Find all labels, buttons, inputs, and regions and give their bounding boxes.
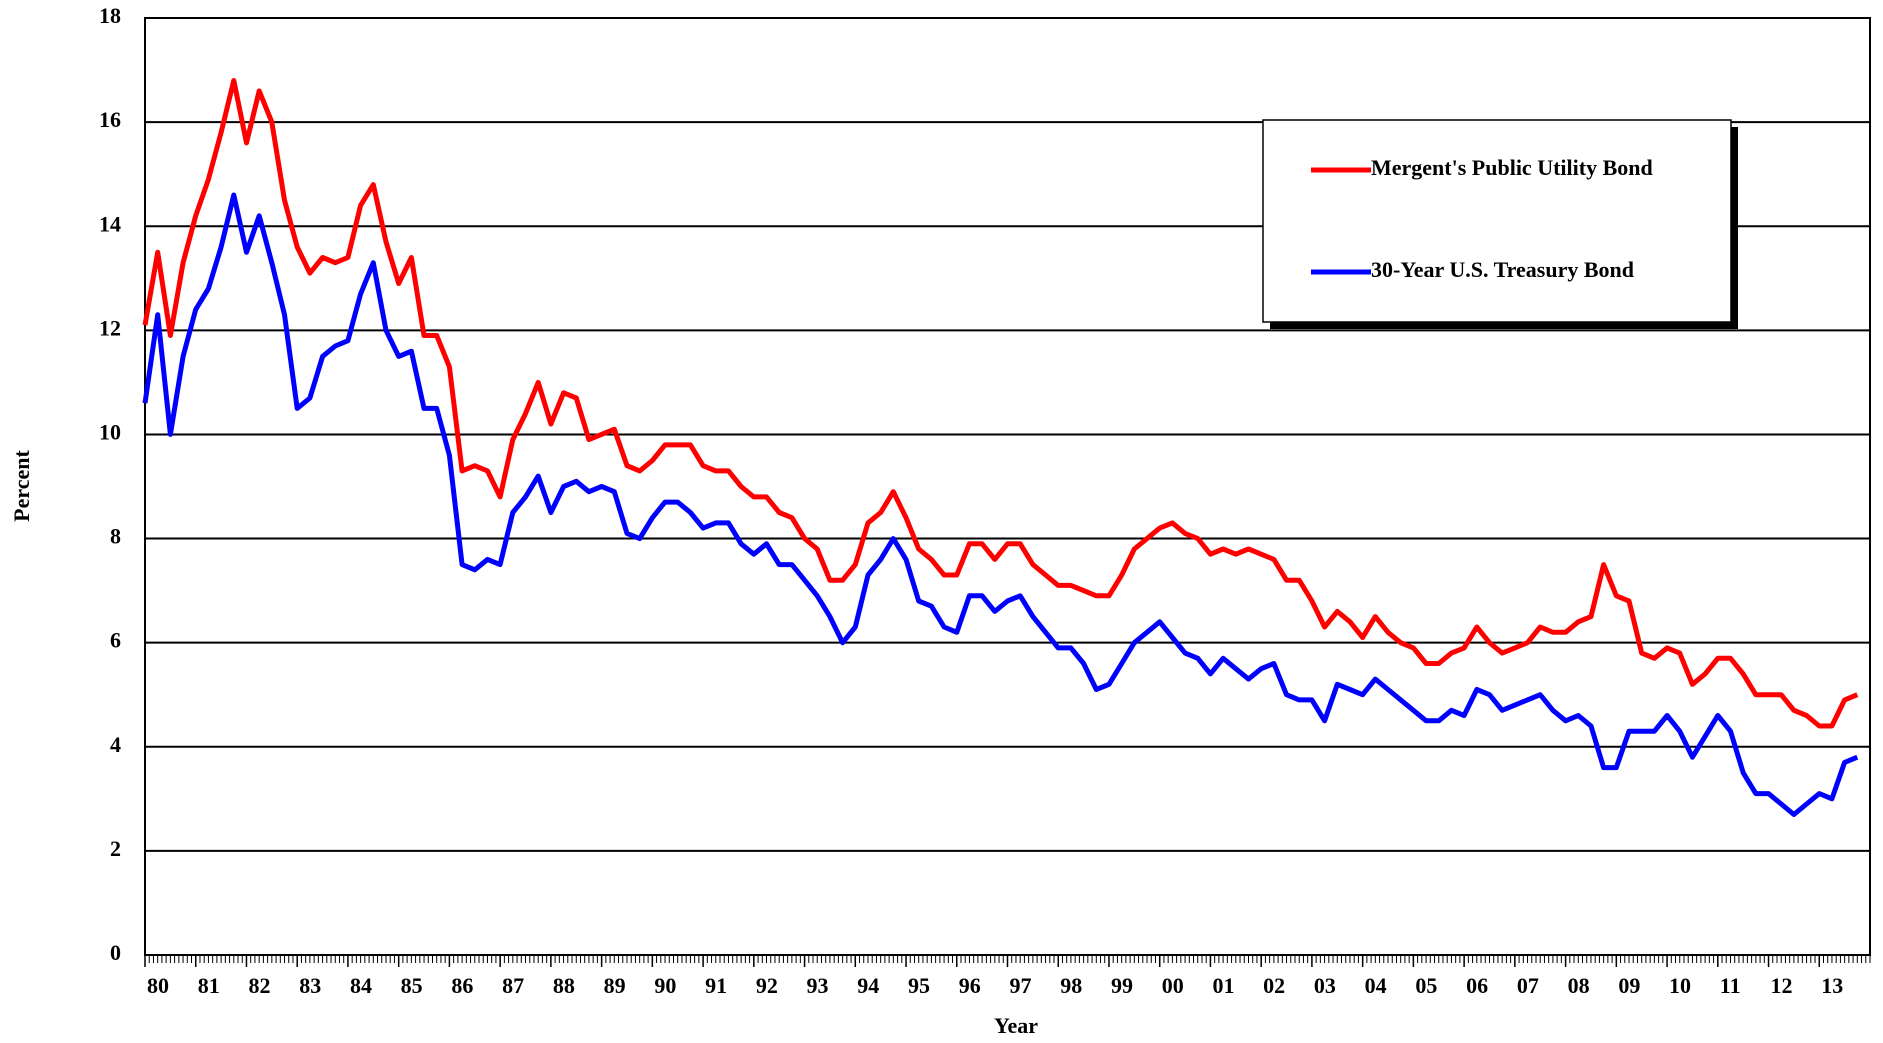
x-tick-label: 95 [908,973,930,998]
series-line [142,192,1859,817]
y-axis-label: Percent [9,450,34,522]
x-tick-label: 07 [1517,973,1539,998]
plot-frame [144,17,1871,956]
x-tick-label: 82 [248,973,270,998]
y-tick-label: 18 [99,3,121,28]
x-tick-label: 13 [1821,973,1843,998]
y-tick-label: 6 [110,628,121,653]
legend-label: Mergent's Public Utility Bond [1371,155,1653,180]
legend-box [1262,119,1732,323]
x-tick-label: 92 [756,973,778,998]
x-tick-label: 06 [1466,973,1488,998]
x-tick-label: 91 [705,973,727,998]
series-line [142,78,1859,729]
x-tick-label: 12 [1771,973,1793,998]
y-tick-label: 10 [99,419,121,444]
x-tick-label: 99 [1111,973,1133,998]
x-tick-label: 81 [198,973,220,998]
x-tick-label: 02 [1263,973,1285,998]
x-tick-label: 09 [1618,973,1640,998]
y-tick-label: 12 [99,315,121,340]
y-tick-label: 16 [99,107,121,132]
x-axis-label: Year [994,1013,1038,1038]
x-tick-label: 04 [1365,973,1387,998]
x-tick-label: 87 [502,973,524,998]
x-tick-label: 03 [1314,973,1336,998]
x-tick-label: 05 [1415,973,1437,998]
x-tick-label: 86 [451,973,473,998]
x-tick-label: 96 [959,973,981,998]
x-tick-label: 11 [1720,973,1741,998]
legend-label: 30-Year U.S. Treasury Bond [1371,257,1634,282]
x-tick-label: 10 [1669,973,1691,998]
y-tick-label: 4 [110,732,121,757]
x-tick-label: 94 [857,973,879,998]
x-tick-label: 83 [299,973,321,998]
x-tick-label: 00 [1162,973,1184,998]
x-tick-label: 93 [807,973,829,998]
x-tick-label: 08 [1568,973,1590,998]
y-tick-label: 8 [110,524,121,549]
x-tick-label: 89 [604,973,626,998]
y-tick-label: 0 [110,940,121,965]
x-tick-label: 84 [350,973,372,998]
x-tick-label: 97 [1010,973,1032,998]
x-tick-label: 90 [654,973,676,998]
y-tick-label: 2 [110,836,121,861]
x-tick-label: 88 [553,973,575,998]
x-tick-label: 01 [1212,973,1234,998]
x-tick-label: 85 [401,973,423,998]
y-tick-label: 14 [99,211,121,236]
x-tick-label: 98 [1060,973,1082,998]
x-tick-label: 80 [147,973,169,998]
